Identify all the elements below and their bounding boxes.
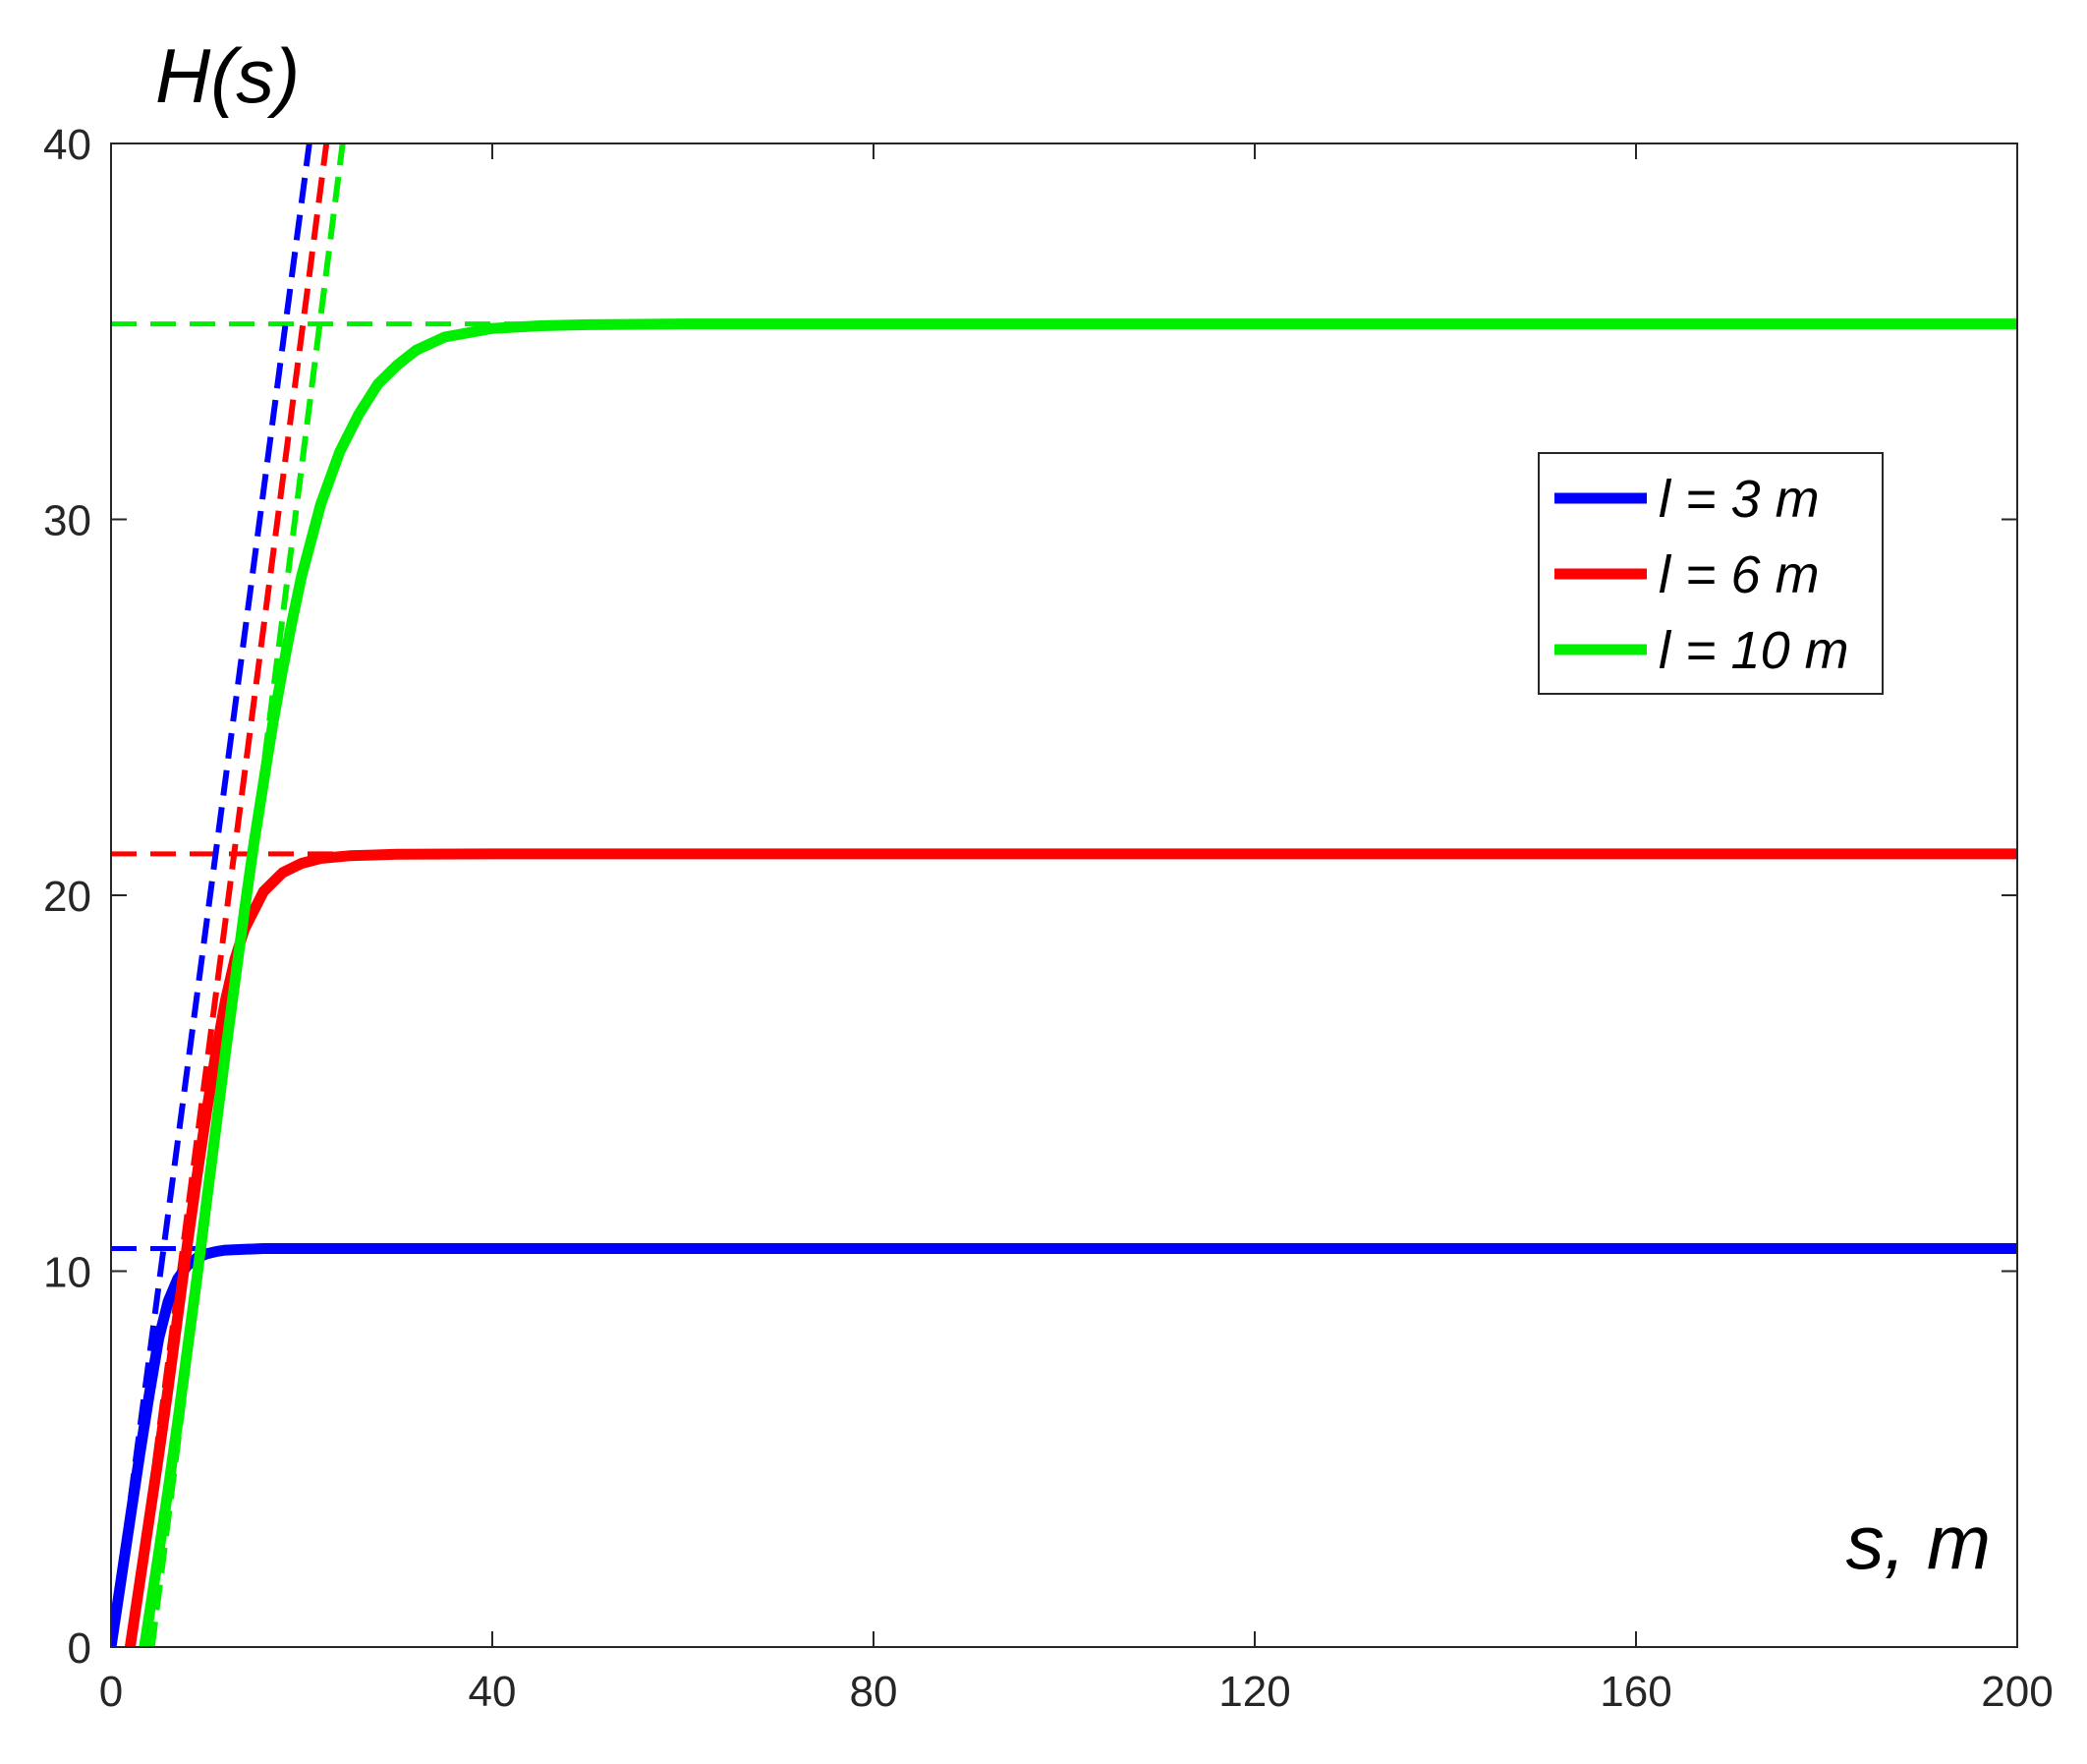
tangent-line-1 (111, 143, 312, 1647)
x-tick-label: 40 (469, 1668, 517, 1716)
legend-label: l = 10 m (1659, 621, 1849, 680)
series-line-3 (139, 318, 2017, 1647)
x-axis-title: s, m (1846, 1499, 1991, 1585)
x-tick-label: 0 (99, 1668, 123, 1716)
legend-label: l = 6 m (1659, 545, 1820, 604)
y-tick-label: 30 (43, 497, 91, 545)
y-tick-label: 20 (43, 873, 91, 921)
y-axis-title: H(s) (155, 32, 300, 119)
axis-ticks: 0 40 80 120 160 200 0 10 20 30 40 (43, 121, 2054, 1716)
series-line-1 (111, 1243, 2017, 1647)
x-tick-label: 80 (850, 1668, 898, 1716)
x-tick-label: 200 (1981, 1668, 2053, 1716)
y-tick-label: 0 (68, 1624, 91, 1673)
x-tick-label: 160 (1600, 1668, 1671, 1716)
legend: l = 3 m l = 6 m l = 10 m (1538, 452, 1884, 695)
legend-label: l = 3 m (1659, 470, 1820, 529)
plot-area (111, 143, 2017, 1647)
x-tick-label: 120 (1218, 1668, 1290, 1716)
y-tick-label: 40 (43, 121, 91, 169)
y-tick-label: 10 (43, 1249, 91, 1297)
tangent-line-2 (128, 143, 330, 1647)
